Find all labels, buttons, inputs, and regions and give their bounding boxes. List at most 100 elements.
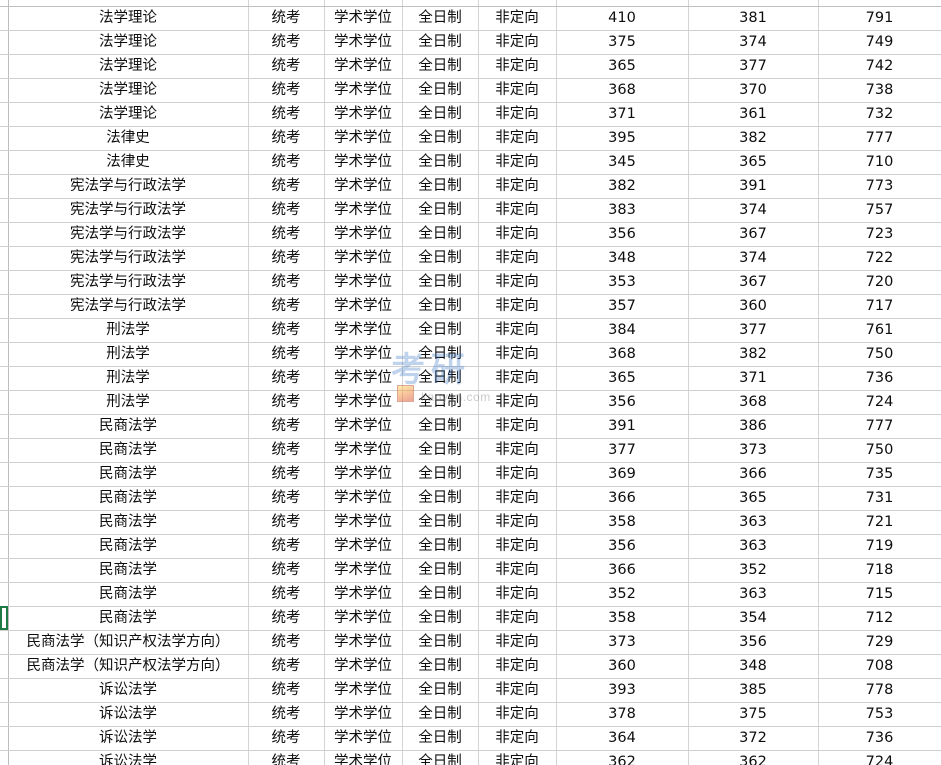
cell-degree[interactable]: 学术学位 bbox=[324, 414, 403, 439]
cell-a[interactable]: 345 bbox=[556, 150, 689, 175]
cell-admit[interactable]: 非定向 bbox=[478, 366, 557, 391]
cell-admit[interactable]: 非定向 bbox=[478, 198, 557, 223]
cell-exam[interactable]: 统考 bbox=[248, 270, 325, 295]
row-gutter-cell[interactable] bbox=[0, 726, 9, 751]
cell-degree[interactable]: 学术学位 bbox=[324, 486, 403, 511]
cell-a[interactable]: 369 bbox=[556, 462, 689, 487]
cell-a[interactable]: 368 bbox=[556, 342, 689, 367]
table-row[interactable]: 民商法学 统考 学术学位 全日制 非定向 356 363 719 bbox=[0, 534, 941, 559]
row-gutter-cell[interactable] bbox=[0, 534, 9, 559]
cell-study[interactable]: 全日制 bbox=[402, 726, 479, 751]
cell-exam[interactable]: 统考 bbox=[248, 126, 325, 151]
cell-a[interactable]: 377 bbox=[556, 438, 689, 463]
cell-exam[interactable]: 统考 bbox=[248, 534, 325, 559]
cell-total[interactable]: 777 bbox=[818, 414, 941, 439]
table-row[interactable]: 民商法学 统考 学术学位 全日制 非定向 352 363 715 bbox=[0, 582, 941, 607]
cell-study[interactable]: 全日制 bbox=[402, 678, 479, 703]
cell-a[interactable]: 358 bbox=[556, 606, 689, 631]
cell-admit[interactable]: 非定向 bbox=[478, 102, 557, 127]
table-row[interactable]: 刑法学 统考 学术学位 全日制 非定向 368 382 750 bbox=[0, 342, 941, 367]
cell-total[interactable]: 753 bbox=[818, 702, 941, 727]
cell-b[interactable]: 375 bbox=[688, 702, 819, 727]
cell-major[interactable]: 民商法学 bbox=[8, 414, 249, 439]
cell-study[interactable]: 全日制 bbox=[402, 630, 479, 655]
cell-b[interactable]: 363 bbox=[688, 534, 819, 559]
row-gutter-cell[interactable] bbox=[0, 486, 9, 511]
row-gutter-cell[interactable] bbox=[0, 126, 9, 151]
cell-a[interactable]: 410 bbox=[556, 6, 689, 31]
cell-a[interactable]: 360 bbox=[556, 654, 689, 679]
cell-b[interactable]: 373 bbox=[688, 438, 819, 463]
cell-exam[interactable]: 统考 bbox=[248, 342, 325, 367]
cell-total[interactable]: 722 bbox=[818, 246, 941, 271]
cell-total[interactable]: 712 bbox=[818, 606, 941, 631]
cell-degree[interactable]: 学术学位 bbox=[324, 198, 403, 223]
cell-major[interactable]: 民商法学 bbox=[8, 582, 249, 607]
cell-exam[interactable]: 统考 bbox=[248, 78, 325, 103]
cell-a[interactable]: 362 bbox=[556, 750, 689, 765]
cell-degree[interactable]: 学术学位 bbox=[324, 6, 403, 31]
cell-exam[interactable]: 统考 bbox=[248, 102, 325, 127]
cell-study[interactable]: 全日制 bbox=[402, 606, 479, 631]
cell-major[interactable]: 民商法学（知识产权法学方向） bbox=[8, 630, 249, 655]
cell-degree[interactable]: 学术学位 bbox=[324, 390, 403, 415]
cell-a[interactable]: 375 bbox=[556, 30, 689, 55]
cell-a[interactable]: 356 bbox=[556, 390, 689, 415]
cell-major[interactable]: 诉讼法学 bbox=[8, 702, 249, 727]
cell-major[interactable]: 民商法学 bbox=[8, 606, 249, 631]
cell-a[interactable]: 371 bbox=[556, 102, 689, 127]
cell-degree[interactable]: 学术学位 bbox=[324, 342, 403, 367]
cell-total[interactable]: 724 bbox=[818, 750, 941, 765]
cell-degree[interactable]: 学术学位 bbox=[324, 78, 403, 103]
row-gutter-cell[interactable] bbox=[0, 102, 9, 127]
cell-degree[interactable]: 学术学位 bbox=[324, 102, 403, 127]
cell-b[interactable]: 363 bbox=[688, 510, 819, 535]
table-row[interactable]: 宪法学与行政法学 统考 学术学位 全日制 非定向 348 374 722 bbox=[0, 246, 941, 271]
cell-major[interactable]: 诉讼法学 bbox=[8, 750, 249, 765]
cell-total[interactable]: 750 bbox=[818, 438, 941, 463]
row-gutter-cell[interactable] bbox=[0, 198, 9, 223]
cell-degree[interactable]: 学术学位 bbox=[324, 318, 403, 343]
cell-exam[interactable]: 统考 bbox=[248, 54, 325, 79]
cell-study[interactable]: 全日制 bbox=[402, 126, 479, 151]
table-row[interactable]: 宪法学与行政法学 统考 学术学位 全日制 非定向 382 391 773 bbox=[0, 174, 941, 199]
cell-study[interactable]: 全日制 bbox=[402, 582, 479, 607]
column-header-major[interactable]: 拟录取专业名称 bbox=[8, 0, 249, 7]
cell-b[interactable]: 368 bbox=[688, 390, 819, 415]
cell-total[interactable]: 736 bbox=[818, 366, 941, 391]
table-row[interactable]: 法学理论 统考 学术学位 全日制 非定向 375 374 749 bbox=[0, 30, 941, 55]
row-gutter-cell[interactable] bbox=[0, 702, 9, 727]
cell-total[interactable]: 778 bbox=[818, 678, 941, 703]
row-gutter-cell[interactable] bbox=[0, 0, 9, 7]
cell-admit[interactable]: 非定向 bbox=[478, 630, 557, 655]
cell-major[interactable]: 法律史 bbox=[8, 126, 249, 151]
cell-exam[interactable]: 统考 bbox=[248, 390, 325, 415]
cell-admit[interactable]: 非定向 bbox=[478, 606, 557, 631]
table-row[interactable]: 法学理论 统考 学术学位 全日制 非定向 371 361 732 bbox=[0, 102, 941, 127]
cell-degree[interactable]: 学术学位 bbox=[324, 510, 403, 535]
table-row[interactable]: 法学理论 统考 学术学位 全日制 非定向 410 381 791 bbox=[0, 6, 941, 31]
cell-major[interactable]: 民商法学 bbox=[8, 438, 249, 463]
cell-total[interactable]: 715 bbox=[818, 582, 941, 607]
cell-b[interactable]: 361 bbox=[688, 102, 819, 127]
row-gutter-cell[interactable] bbox=[0, 30, 9, 55]
row-gutter-cell[interactable] bbox=[0, 462, 9, 487]
cell-a[interactable]: 368 bbox=[556, 78, 689, 103]
cell-major[interactable]: 诉讼法学 bbox=[8, 726, 249, 751]
cell-b[interactable]: 352 bbox=[688, 558, 819, 583]
cell-a[interactable]: 365 bbox=[556, 366, 689, 391]
cell-admit[interactable]: 非定向 bbox=[478, 78, 557, 103]
cell-admit[interactable]: 非定向 bbox=[478, 126, 557, 151]
row-gutter-cell[interactable] bbox=[0, 270, 9, 295]
table-row[interactable]: 民商法学 统考 学术学位 全日制 非定向 358 354 712 bbox=[0, 606, 941, 631]
cell-b[interactable]: 374 bbox=[688, 198, 819, 223]
cell-total[interactable]: 777 bbox=[818, 126, 941, 151]
cell-total[interactable]: 723 bbox=[818, 222, 941, 247]
table-row[interactable]: 民商法学 统考 学术学位 全日制 非定向 366 352 718 bbox=[0, 558, 941, 583]
table-row[interactable]: 宪法学与行政法学 统考 学术学位 全日制 非定向 383 374 757 bbox=[0, 198, 941, 223]
cell-admit[interactable]: 非定向 bbox=[478, 246, 557, 271]
table-row[interactable]: 宪法学与行政法学 统考 学术学位 全日制 非定向 357 360 717 bbox=[0, 294, 941, 319]
cell-exam[interactable]: 统考 bbox=[248, 150, 325, 175]
cell-admit[interactable]: 非定向 bbox=[478, 750, 557, 765]
